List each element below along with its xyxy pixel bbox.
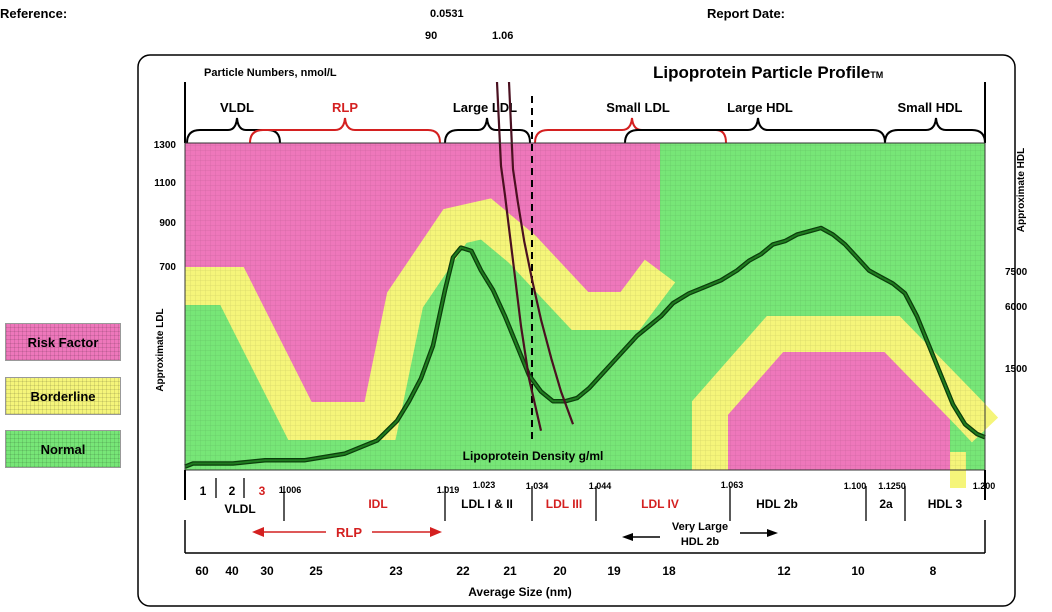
size-tick-40: 40 — [225, 564, 239, 578]
class-label-ldl-1-2: LDL I & II — [461, 497, 513, 511]
size-axis-title: Average Size (nm) — [468, 585, 572, 599]
y-right-tick-1500: 1500 — [1005, 364, 1028, 375]
size-tick-21: 21 — [503, 564, 517, 578]
y-tick-900: 900 — [159, 218, 176, 229]
size-tick-60: 60 — [195, 564, 209, 578]
chart-title: Lipoprotein Particle ProfileTM — [653, 63, 883, 82]
y-right-tick-6000: 6000 — [1005, 302, 1028, 313]
brace-rlp — [250, 118, 440, 143]
class-label-2: 2 — [229, 484, 236, 498]
rlp-arrow-right-head — [430, 527, 442, 537]
size-tick-19: 19 — [607, 564, 621, 578]
density-tick-1100: 1.100 — [844, 481, 867, 491]
class-label-3: 3 — [259, 484, 266, 498]
size-tick-22: 22 — [456, 564, 470, 578]
density-tick-1006: 1.006 — [279, 485, 302, 495]
y-tick-1100: 1100 — [154, 178, 176, 189]
size-tick-8: 8 — [930, 564, 937, 578]
class-label-2a: 2a — [879, 497, 893, 511]
class-label-idl: IDL — [368, 497, 387, 511]
rlp-arrow-left-head — [252, 527, 264, 537]
size-tick-18: 18 — [662, 564, 676, 578]
size-tick-20: 20 — [553, 564, 567, 578]
fraction-large-ldl: Large LDL — [453, 100, 517, 115]
class-label-hdl-2b: HDL 2b — [756, 497, 798, 511]
size-tick-23: 23 — [389, 564, 403, 578]
y-tick-1300: 1300 — [154, 140, 177, 151]
density-tick-1063: 1.063 — [721, 480, 744, 490]
class-label-hdl-3: HDL 3 — [928, 497, 963, 511]
fraction-small-hdl: Small HDL — [897, 100, 962, 115]
density-axis-title: Lipoprotein Density g/ml — [463, 449, 604, 463]
density-tick-1200: 1.200 — [973, 481, 996, 491]
fraction-small-ldl: Small LDL — [606, 100, 670, 115]
y-left-title: Approximate LDL — [155, 308, 166, 391]
class-label-ldl-3: LDL III — [546, 497, 582, 511]
fraction-large-hdl: Large HDL — [727, 100, 793, 115]
class-label-1: 1 — [200, 484, 207, 498]
size-tick-25: 25 — [309, 564, 323, 578]
brace-large-hdl — [625, 118, 885, 143]
brace-small-hdl — [885, 118, 985, 143]
size-tick-12: 12 — [777, 564, 791, 578]
chart-title-text: Lipoprotein Particle Profile — [653, 63, 870, 82]
very-large-label: Very Large — [672, 521, 728, 533]
density-tick-11250: 1.1250 — [878, 481, 906, 491]
class-label-ldl-4: LDL IV — [641, 497, 679, 511]
density-tick-1023: 1.023 — [473, 480, 496, 490]
plot-area — [185, 82, 985, 470]
y-right-title: Approximate HDL — [1016, 148, 1027, 232]
chart-subtitle: Particle Numbers, nmol/L — [204, 67, 337, 79]
class-label-vldl: VLDL — [224, 502, 255, 516]
brace-large-ldl — [445, 118, 530, 143]
fraction-vldl: VLDL — [220, 100, 254, 115]
y-tick-700: 700 — [159, 262, 176, 273]
chart-title-trademark: TM — [870, 70, 883, 80]
very-large-hdl-label: HDL 2b — [681, 536, 720, 548]
density-tick-1019: 1.019 — [437, 485, 460, 495]
size-tick-30: 30 — [260, 564, 274, 578]
y-right-tick-7500: 7500 — [1005, 267, 1028, 278]
size-tick-10: 10 — [851, 564, 865, 578]
rlp-arrow-label: RLP — [336, 525, 362, 540]
fraction-rlp: RLP — [332, 100, 358, 115]
density-tick-1044: 1.044 — [589, 481, 612, 491]
density-tick-1034: 1.034 — [526, 481, 549, 491]
